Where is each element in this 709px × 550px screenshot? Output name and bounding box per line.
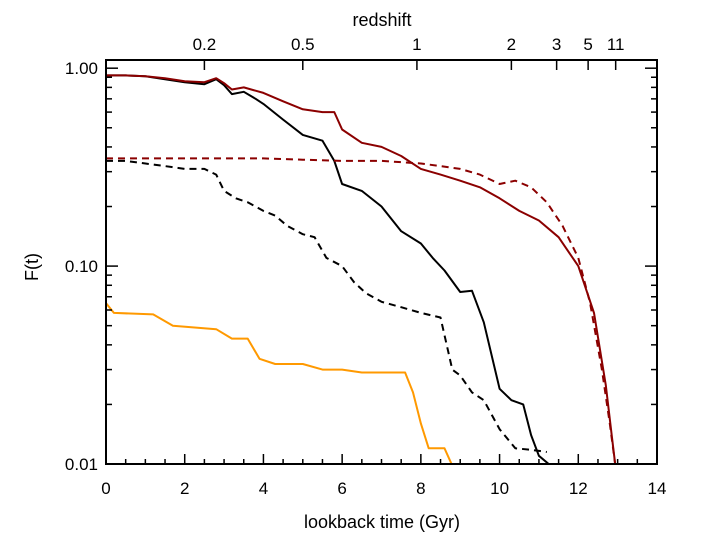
x-tick-label: 6 [337,479,346,498]
y-tick-label: 1.00 [65,59,98,78]
x-tick-label: 14 [648,479,667,498]
x-tick-label: 2 [180,479,189,498]
ticks-layer [105,60,658,465]
top-tick-label: 5 [583,35,592,54]
series-line-1 [106,74,551,464]
series-line-2 [106,159,547,453]
top-tick-label: 11 [607,35,625,54]
x-tick-label: 8 [416,479,425,498]
top-tick-label: 1 [412,35,421,54]
top-tick-label: 0.5 [291,35,315,54]
top-tick-label: 2 [507,35,516,54]
labels-layer: 0 2 4 6 8 10 12 140.2 0.5 1 2 3 5 110.010.101.00 [65,35,667,498]
y-axis-label: F(t) [22,253,42,281]
series-line-3 [106,74,617,464]
x-tick-label: 12 [569,479,588,498]
y-tick-label: 0.10 [65,257,98,276]
x-tick-label: 10 [490,479,509,498]
top-tick-label: 3 [552,35,561,54]
x-tick-label: 0 [101,479,110,498]
series-layer [106,74,617,464]
y-tick-label: 0.01 [65,455,98,474]
series-line-5 [106,302,453,464]
x-tick-label: 4 [259,479,268,498]
top-axis-label: redshift [352,10,411,30]
x-axis-label: lookback time (Gyr) [304,512,460,532]
top-tick-label: 0.2 [193,35,217,54]
series-line-4 [106,157,617,464]
